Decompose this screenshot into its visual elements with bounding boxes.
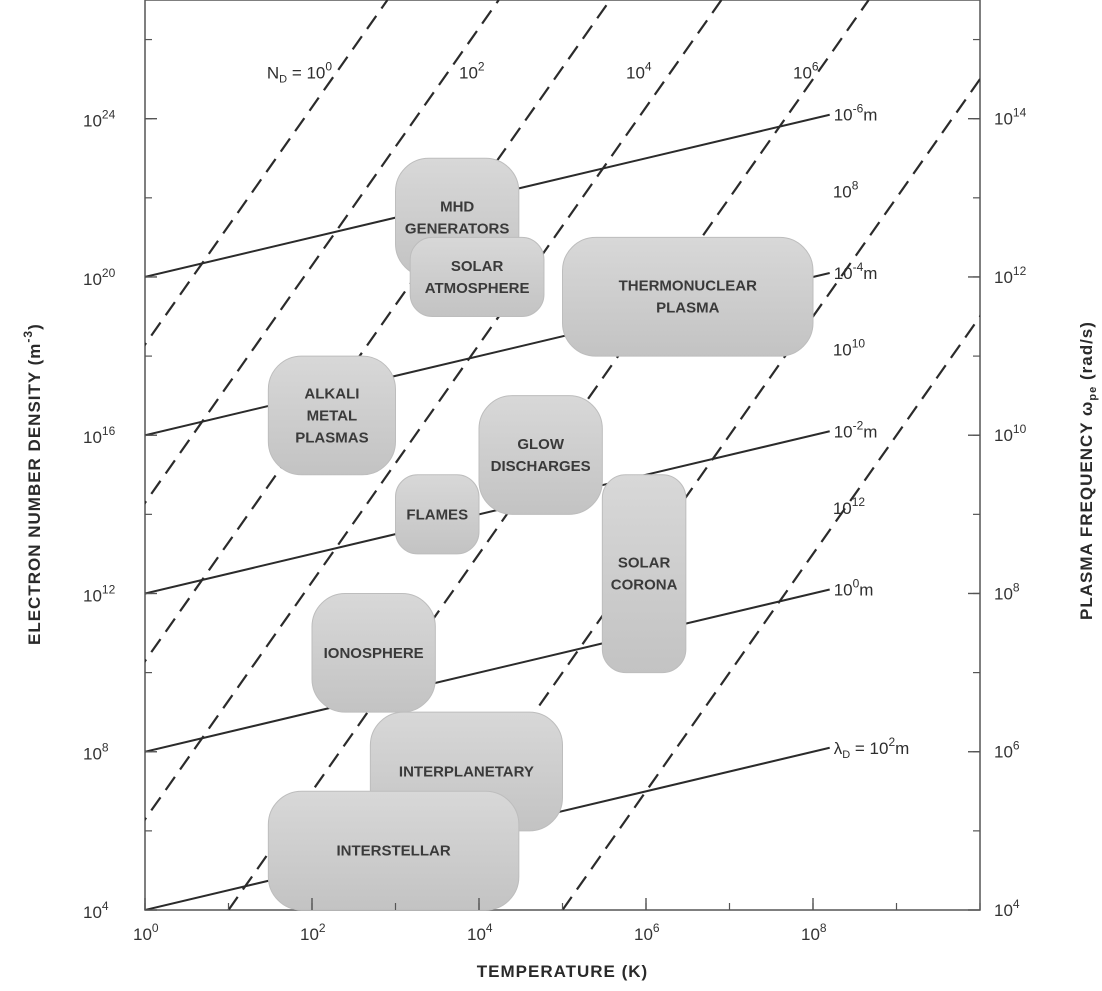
debye-number-label: 102: [459, 60, 485, 83]
plasma-region: [311, 592, 436, 713]
debye-number-label: 1010: [833, 337, 866, 360]
x-axis-title: TEMPERATURE (K): [477, 962, 648, 981]
plasma-region-label: GENERATORS: [405, 221, 509, 238]
debye-length-label: 10-2m: [834, 418, 878, 441]
plasma-region-label: IONOSPHERE: [324, 645, 424, 662]
debye-number-line: [145, 0, 389, 347]
y-tick-label: 108: [83, 741, 109, 764]
x-tick-label: 104: [467, 921, 493, 944]
plasma-region: [267, 355, 397, 476]
plasma-region: [601, 474, 687, 674]
plasma-region-label: ATMOSPHERE: [425, 280, 530, 297]
y2-tick-label: 106: [994, 739, 1020, 762]
plasma-region-label: MHD: [440, 199, 474, 216]
plasma-region-label: INTERSTELLAR: [337, 843, 451, 860]
plasma-region-label: SOLAR: [618, 555, 671, 572]
plasma-region-label: THERMONUCLEAR: [619, 278, 757, 295]
plasma-region-label: CORONA: [611, 577, 678, 594]
plasma-region-label: METAL: [307, 407, 358, 424]
plasma-region-label: DISCHARGES: [491, 458, 591, 475]
line-labels-layer: ND = 100 102 104 106 108 1010 1012 10-6m 10-4m 10…: [267, 60, 909, 761]
debye-number-label: 108: [833, 178, 859, 201]
debye-number-label: ND = 100: [267, 60, 333, 86]
plasma-region-label: INTERPLANETARY: [399, 764, 534, 781]
y-tick-label: 1012: [83, 582, 116, 605]
debye-length-label: 10-6m: [834, 102, 878, 125]
debye-number-label: 1012: [833, 495, 866, 518]
debye-length-label: 100m: [834, 577, 874, 600]
plasma-region: [562, 236, 814, 357]
debye-length-label: 10-4m: [834, 260, 878, 283]
y2-axis-title: PLASMA FREQUENCY ωpe (rad/s): [1077, 321, 1099, 620]
debye-number-label: 106: [793, 60, 819, 83]
y-tick-label: 104: [83, 899, 109, 922]
plasma-region-label: ALKALI: [304, 385, 359, 402]
y2-tick-label: 108: [994, 580, 1020, 603]
debye-number-line: [145, 0, 611, 664]
plasma-region-label: FLAMES: [406, 506, 468, 523]
y2-tick-label: 1012: [994, 264, 1027, 287]
x-tick-label: 100: [133, 921, 159, 944]
plasma-region-label: PLASMAS: [295, 429, 368, 446]
y-axis-title: ELECTRON NUMBER DENSITY (m-3): [21, 323, 44, 645]
x-tick-label: 102: [300, 921, 326, 944]
plasma-region-label: SOLAR: [451, 258, 504, 275]
y-tick-label: 1016: [83, 424, 116, 447]
debye-length-label: λD = 102m: [834, 735, 910, 761]
debye-number-line: [145, 0, 723, 822]
debye-length-line: [145, 588, 830, 753]
y2-tick-label: 1014: [994, 106, 1027, 129]
y-tick-label: 1024: [83, 108, 116, 131]
plasma-region-label: PLASMA: [656, 300, 720, 317]
axes-layer: 100 102 104 106 108 104 108 1012 1016 1020 1024 104…: [21, 38, 1099, 981]
plasma-region: [409, 236, 545, 318]
plasma-region: [478, 395, 603, 515]
y2-tick-label: 1010: [994, 422, 1027, 445]
plasma-region: [395, 474, 480, 555]
debye-number-label: 104: [626, 60, 652, 83]
debye-number-line: [561, 314, 980, 910]
y2-tick-label: 104: [994, 897, 1020, 920]
debye-number-line: [145, 0, 500, 505]
debye-length-line: [145, 430, 830, 595]
plasma-region: [267, 790, 520, 911]
x-tick-label: 108: [801, 921, 827, 944]
x-tick-label: 106: [634, 921, 660, 944]
plasma-region-label: GLOW: [517, 436, 564, 453]
regions-layer: MHD GENERATORS SOLAR ATMOSPHERE THERMONUCLEA…: [267, 157, 814, 911]
y-tick-label: 1020: [83, 266, 116, 289]
